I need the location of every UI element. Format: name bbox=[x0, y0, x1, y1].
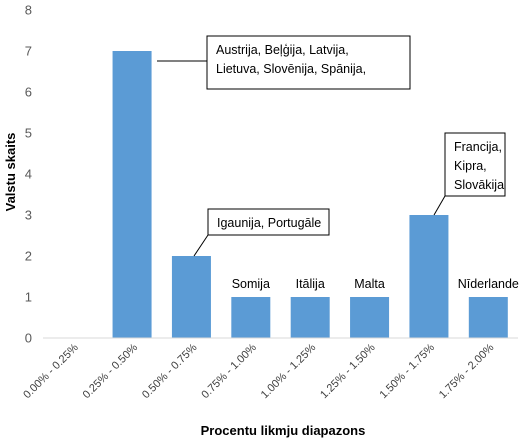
callout-leader-line bbox=[433, 195, 446, 216]
callout-text: Slovākija bbox=[454, 178, 504, 192]
x-tick-label: 1.50% - 1.75% bbox=[378, 341, 438, 401]
callout-text: Lietuva, Slovēnija, Spānija, bbox=[216, 62, 366, 76]
y-tick-label: 7 bbox=[25, 44, 32, 59]
y-tick-label: 4 bbox=[25, 167, 32, 182]
x-tick-label: 0.50% - 0.75% bbox=[140, 341, 200, 401]
x-tick-label: 0.00% - 0.25% bbox=[21, 341, 81, 401]
annotation: Itālija bbox=[296, 277, 325, 291]
x-tick-label: 1.75% - 2.00% bbox=[437, 341, 497, 401]
annotation: Somija bbox=[232, 277, 270, 291]
annotation: Nīderlande bbox=[458, 277, 519, 291]
data-label: Nīderlande bbox=[458, 277, 519, 291]
y-tick-label: 3 bbox=[25, 208, 32, 223]
y-axis-ticks: 0 1 2 3 4 5 6 7 8 bbox=[25, 3, 32, 346]
y-tick-label: 8 bbox=[25, 3, 32, 18]
annotation: Igaunija, Portugāle bbox=[193, 208, 330, 257]
y-tick-label: 5 bbox=[25, 126, 32, 141]
y-tick-label: 0 bbox=[25, 331, 32, 346]
callout-text: Kipra, bbox=[454, 159, 487, 173]
x-axis-title: Procentu likmju diapazons bbox=[201, 423, 366, 438]
bar bbox=[468, 297, 508, 338]
data-label: Malta bbox=[354, 277, 385, 291]
annotation: Francija, Kipra, Slovākija bbox=[433, 132, 506, 216]
callout-text: Igaunija, Portugāle bbox=[217, 216, 321, 230]
data-label: Itālija bbox=[296, 277, 325, 291]
callout-leader-line bbox=[193, 234, 209, 257]
y-axis-title: Valstu skaits bbox=[3, 133, 18, 212]
x-tick-label: 1.00% - 1.25% bbox=[259, 341, 319, 401]
bar bbox=[231, 297, 271, 338]
y-tick-label: 6 bbox=[25, 85, 32, 100]
bar bbox=[409, 215, 449, 338]
callout-text: Austrija, Beļģija, Latvija, bbox=[216, 43, 349, 57]
callout-text: Francija, bbox=[454, 140, 502, 154]
x-tick-label: 0.25% - 0.50% bbox=[81, 341, 141, 401]
bar bbox=[350, 297, 390, 338]
annotations: Austrija, Beļģija, Latvija, Lietuva, Slov… bbox=[157, 35, 519, 291]
y-tick-label: 2 bbox=[25, 249, 32, 264]
annotation: Austrija, Beļģija, Latvija, Lietuva, Slov… bbox=[157, 35, 411, 90]
callout-box bbox=[444, 132, 506, 197]
x-tick-label: 1.25% - 1.50% bbox=[318, 341, 378, 401]
bar bbox=[290, 297, 330, 338]
x-tick-label: 0.75% - 1.00% bbox=[199, 341, 259, 401]
x-axis-ticks: 0.00% - 0.25% 0.25% - 0.50% 0.50% - 0.75% 0… bbox=[21, 341, 496, 401]
bar bbox=[171, 256, 211, 338]
data-label: Somija bbox=[232, 277, 270, 291]
callout-box bbox=[207, 208, 330, 236]
bars bbox=[112, 51, 508, 338]
callout-box bbox=[206, 35, 411, 90]
y-tick-label: 1 bbox=[25, 290, 32, 305]
annotation: Malta bbox=[354, 277, 385, 291]
bar bbox=[112, 51, 152, 338]
